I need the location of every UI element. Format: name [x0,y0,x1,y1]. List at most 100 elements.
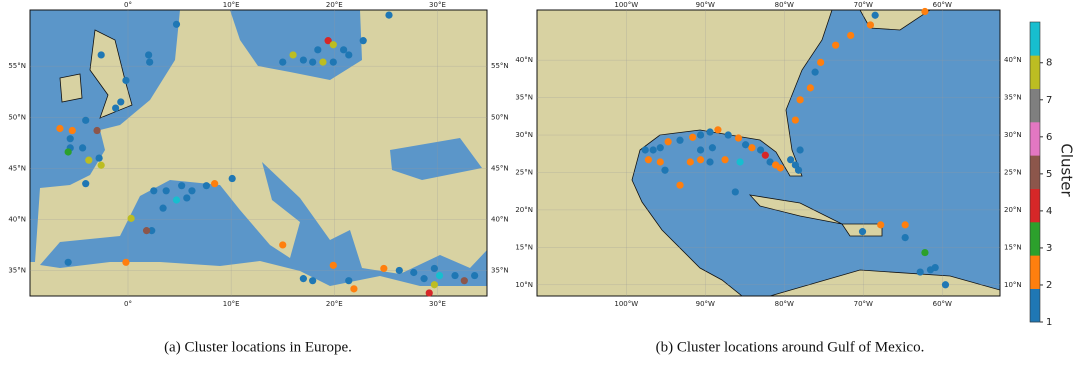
cluster-point [65,259,72,266]
cluster-point [812,69,819,76]
x-tick-label: 80°W [775,300,794,308]
cluster-point [721,156,728,163]
y-tick-label: 50°N [491,113,509,121]
cluster-point [777,164,784,171]
cluster-point [163,187,170,194]
cluster-point [67,135,74,142]
cluster-point [847,32,854,39]
y-tick-label: 10°N [515,281,533,289]
cluster-point [714,126,721,133]
cluster-point [69,127,76,134]
y-tick-label: 55°N [491,62,509,70]
cluster-point [461,277,468,284]
cluster-point [832,42,839,49]
cluster-point [650,146,657,153]
x-tick-label: 100°W [614,300,638,308]
cluster-point [98,51,105,58]
y-tick-label: 55°N [8,62,26,70]
colorbar-tick-label: 1 [1046,317,1052,328]
cluster-point [127,215,134,222]
cluster-point [279,241,286,248]
cluster-point [792,116,799,123]
x-tick-label: 60°W [933,300,952,308]
cluster-point [697,146,704,153]
cluster-point [122,77,129,84]
cluster-point [82,117,89,124]
cluster-point [471,272,478,279]
cluster-point [85,157,92,164]
cluster-point [676,182,683,189]
cluster-point [93,127,100,134]
cluster-point [309,277,316,284]
cluster-point [697,156,704,163]
y-tick-label: 20°N [1004,206,1022,214]
cluster-point [872,12,879,19]
x-tick-label: 60°W [933,1,952,9]
cluster-point [942,281,949,288]
cluster-point [706,158,713,165]
cluster-point [330,41,337,48]
colorbar-segment [1030,255,1040,289]
y-tick-label: 30°N [1004,131,1022,139]
cluster-point [657,144,664,151]
cluster-point [657,158,664,165]
x-tick-label: 90°W [696,1,715,9]
y-tick-label: 35°N [515,94,533,102]
cluster-point [877,221,884,228]
cluster-point [689,134,696,141]
x-tick-label: 70°W [854,1,873,9]
y-tick-label: 45°N [8,164,26,172]
cluster-point [817,59,824,66]
cluster-point [661,167,668,174]
cluster-point [867,21,874,28]
cluster-point [687,158,694,165]
y-tick-label: 45°N [491,164,509,172]
colorbar-tick-label: 4 [1046,206,1052,217]
cluster-point [797,146,804,153]
cluster-point [380,265,387,272]
cluster-point [279,58,286,65]
cluster-point [143,227,150,234]
cluster-point [732,188,739,195]
cluster-point [436,272,443,279]
cluster-point [420,275,427,282]
y-tick-label: 35°N [8,266,26,274]
cluster-point [96,155,103,162]
cluster-point [431,281,438,288]
colorbar-tick-label: 6 [1046,132,1052,143]
cluster-point [902,234,909,241]
colorbar-tick-label: 8 [1046,58,1052,69]
cluster-point [211,180,218,187]
x-tick-label: 100°W [614,1,638,9]
y-tick-label: 40°N [515,56,533,64]
cluster-point [921,8,928,15]
cluster-point [902,221,909,228]
caption: (b) Cluster locations around Gulf of Mex… [656,339,925,355]
colorbar-tick-label: 3 [1046,243,1052,254]
y-tick-label: 50°N [8,113,26,121]
cluster-point [183,194,190,201]
cluster-point [431,265,438,272]
cluster-point [410,269,417,276]
x-tick-label: 20°E [326,300,343,308]
cluster-point [451,272,458,279]
y-tick-label: 15°N [1004,243,1022,251]
x-tick-label: 90°W [696,300,715,308]
colorbar-segment [1030,55,1040,89]
y-tick-label: 35°N [1004,94,1022,102]
cluster-point [350,285,357,292]
colorbar-tick-label: 5 [1046,169,1052,180]
y-tick-label: 40°N [491,215,509,223]
cluster-point [340,46,347,53]
cluster-point [159,205,166,212]
cluster-point [289,51,296,58]
y-tick-label: 25°N [515,168,533,176]
cluster-point [645,156,652,163]
cluster-point [396,267,403,274]
y-tick-label: 30°N [515,131,533,139]
cluster-point [748,144,755,151]
cluster-point [735,134,742,141]
cluster-point [150,187,157,194]
colorbar-segment [1030,222,1040,256]
colorbar-segment [1030,155,1040,189]
